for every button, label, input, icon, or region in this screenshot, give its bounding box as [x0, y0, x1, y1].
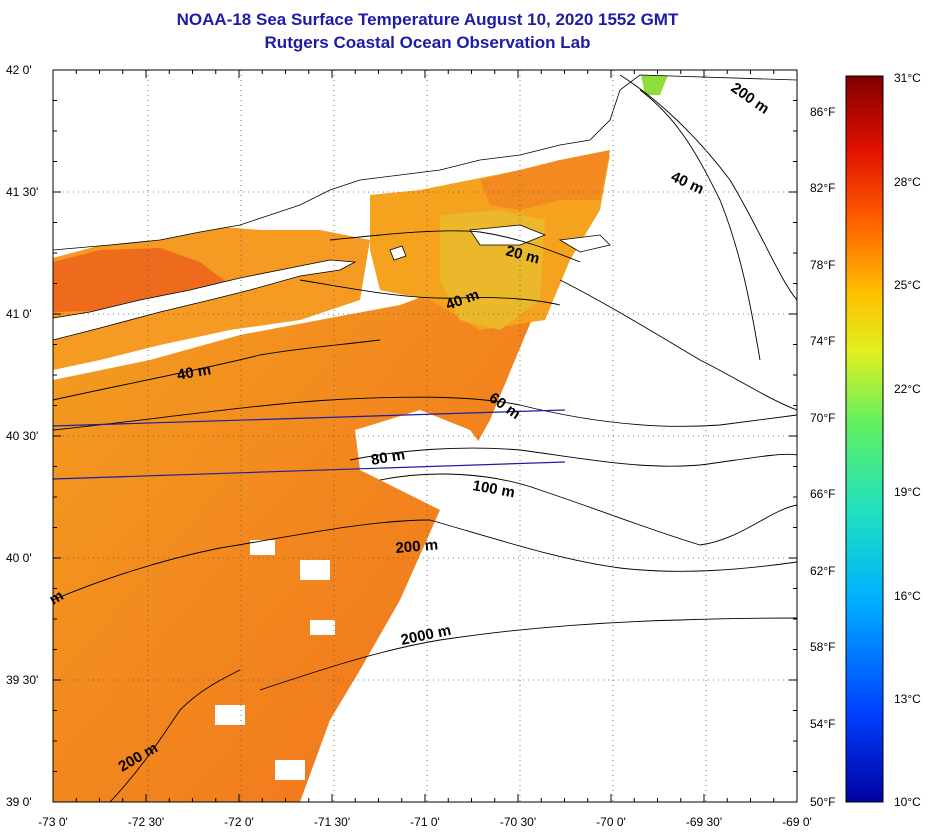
contour-label: 2000 m [399, 622, 452, 649]
sst-far-east [480, 150, 610, 210]
colorbar [845, 75, 884, 803]
fahrenheit-label: 74°F [810, 334, 835, 348]
tick-marks [52, 69, 798, 803]
contour-georges [559, 279, 797, 411]
contour-40m-north [299, 279, 561, 306]
bathymetry-contours [53, 74, 797, 802]
lon-label: -72 0' [224, 815, 254, 829]
contour-label: 200 m [395, 536, 439, 557]
contour-2000m [259, 617, 797, 691]
nodata-shelf [355, 410, 500, 510]
contour-100m [379, 473, 797, 546]
contour-label: 40 m [668, 168, 706, 198]
contour-labels: 200 m 40 m 20 m 40 m 40 m 60 m 80 m 100 … [47, 79, 773, 775]
celsius-label: 31°C [894, 71, 921, 85]
lat-label: 40 0' [6, 551, 32, 565]
contour-gom-200m [619, 74, 797, 301]
sst-cape-cod-green [640, 70, 670, 95]
fahrenheit-label: 70°F [810, 411, 835, 425]
celsius-label: 25°C [894, 278, 921, 292]
contour-200m-south [109, 669, 241, 802]
lat-label: 41 30' [6, 185, 38, 199]
lat-label: 39 30' [6, 673, 38, 687]
celsius-label: 22°C [894, 382, 921, 396]
nodata-patch [215, 705, 245, 725]
celsius-label: 10°C [894, 795, 921, 809]
lon-label: -72 30' [128, 815, 164, 829]
lon-label: -69 30' [686, 815, 722, 829]
long-island [53, 259, 357, 341]
block-island [389, 245, 407, 261]
celsius-label: 28°C [894, 175, 921, 189]
nantucket [558, 234, 611, 253]
map-grid [53, 70, 797, 802]
fahrenheit-label: 58°F [810, 640, 835, 654]
nodata-patch [275, 760, 305, 780]
sst-swath-main [53, 230, 540, 802]
fahrenheit-labels: 86°F 82°F 78°F 74°F 70°F 66°F 62°F 58°F … [810, 105, 835, 809]
celsius-label: 16°C [894, 589, 921, 603]
longitude-labels: -73 0' -72 30' -72 0' -71 30' -71 0' -70… [38, 815, 812, 829]
mainland-ct-ri [53, 70, 797, 251]
lat-label: 42 0' [6, 63, 32, 77]
lon-label: -71 30' [314, 815, 350, 829]
contour-200m [53, 519, 797, 601]
map-subtitle: Rutgers Coastal Ocean Observation Lab [264, 33, 591, 52]
fahrenheit-label: 82°F [810, 181, 835, 195]
contour-40m-west [53, 339, 381, 401]
nodata-patch [300, 560, 330, 580]
lat-label: 40 30' [6, 429, 38, 443]
lon-label: -73 0' [38, 815, 68, 829]
marthas-vineyard [469, 224, 547, 246]
fahrenheit-label: 66°F [810, 487, 835, 501]
nodata-patch [250, 540, 275, 555]
fahrenheit-label: 78°F [810, 258, 835, 272]
fahrenheit-label: 86°F [810, 105, 835, 119]
celsius-label: 13°C [894, 692, 921, 706]
celsius-labels: 31°C 28°C 25°C 22°C 19°C 16°C 13°C 10°C [894, 71, 921, 809]
contour-gom-40m [639, 89, 761, 361]
track-line [52, 409, 566, 427]
contour-label: 40 m [176, 361, 213, 384]
lat-label: 39 0' [6, 795, 32, 809]
contour-20m [329, 230, 581, 263]
map-title: NOAA-18 Sea Surface Temperature August 1… [176, 10, 679, 29]
track-lines [52, 409, 566, 480]
coastline [53, 70, 797, 341]
contour-60m [53, 396, 797, 431]
fahrenheit-label: 62°F [810, 564, 835, 578]
lon-label: -70 30' [500, 815, 536, 829]
nodata-patch [310, 620, 335, 635]
contour-80m [349, 447, 797, 467]
contour-label: 200 m [728, 79, 773, 117]
track-line [52, 461, 566, 480]
celsius-label: 19°C [894, 485, 921, 499]
lon-label: -71 0' [410, 815, 440, 829]
contour-label: 60 m [486, 389, 524, 423]
lon-label: -69 0' [782, 815, 812, 829]
fahrenheit-label: 50°F [810, 795, 835, 809]
lat-label: 41 0' [6, 307, 32, 321]
fahrenheit-label: 54°F [810, 717, 835, 731]
contour-label: 80 m [370, 446, 407, 469]
latitude-labels: 42 0' 41 30' 41 0' 40 30' 40 0' 39 30' 3… [6, 63, 38, 809]
lon-label: -70 0' [596, 815, 626, 829]
